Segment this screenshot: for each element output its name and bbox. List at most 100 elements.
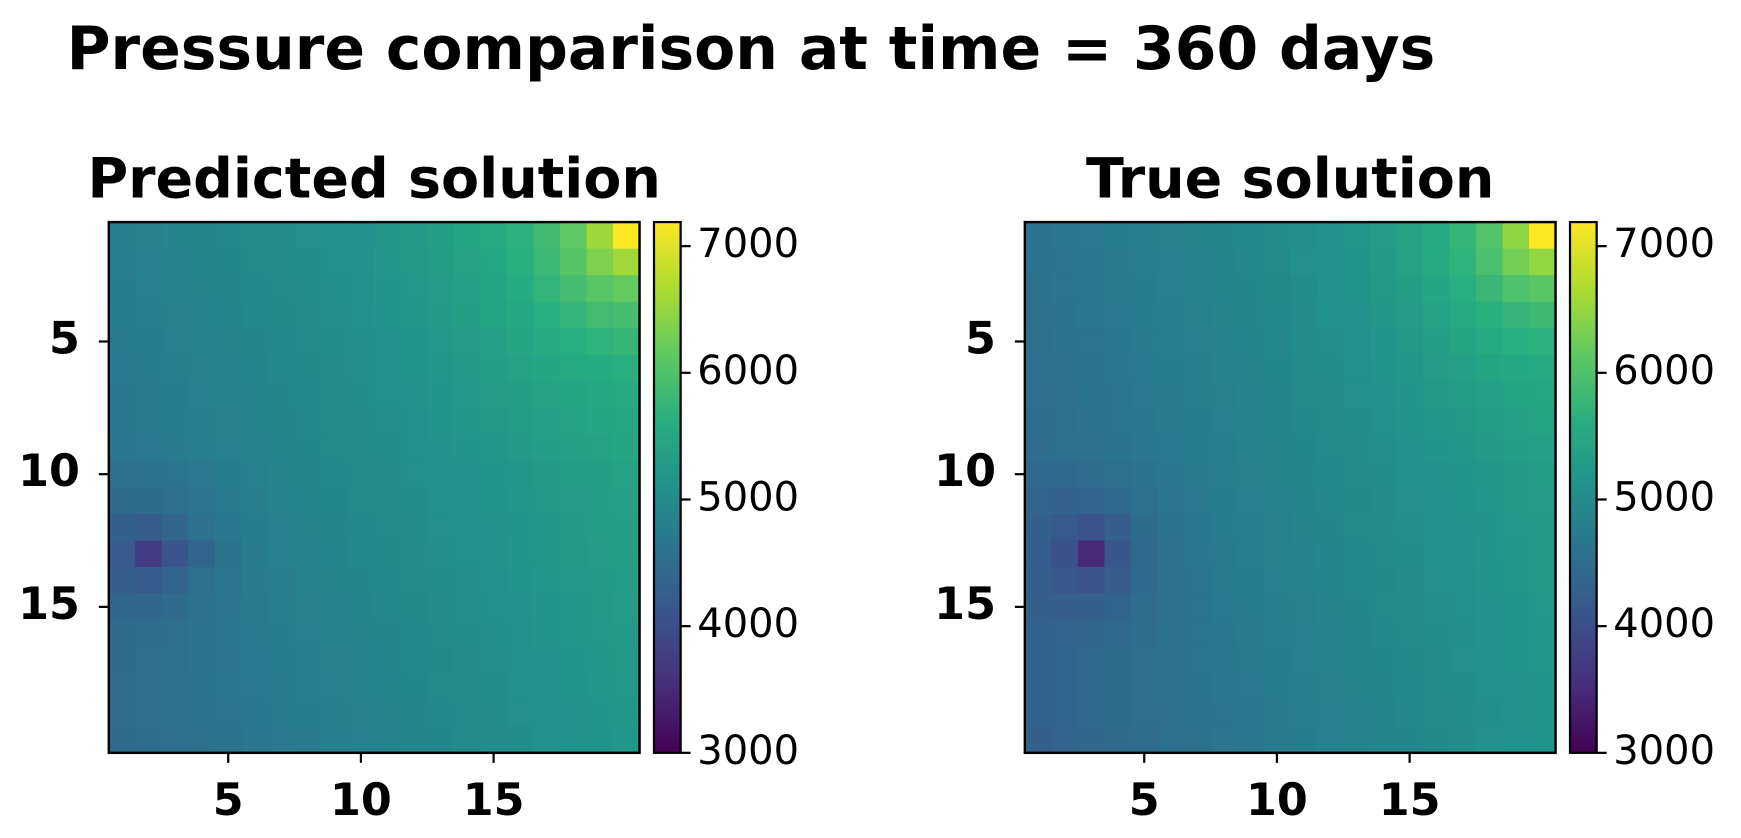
heatmap-cell [1104, 540, 1132, 568]
heatmap-cell [241, 726, 269, 754]
heatmap-cell [1024, 593, 1053, 621]
heatmap-cell [1130, 673, 1159, 701]
heatmap-cell [613, 513, 641, 542]
heatmap-cell [613, 301, 641, 329]
heatmap-cell [453, 328, 481, 356]
heatmap-cell [294, 593, 322, 621]
heatmap-cell [1051, 301, 1079, 329]
heatmap-cell [1449, 328, 1477, 356]
heatmap-cell [1396, 487, 1424, 515]
heatmap-cell [506, 407, 535, 436]
heatmap-cell [108, 593, 137, 621]
heatmap-cell [1502, 222, 1530, 250]
heatmap-cell [559, 275, 588, 303]
heatmap-cell [188, 620, 216, 648]
heatmap-cell [1130, 487, 1159, 515]
heatmap-cell [1343, 407, 1371, 436]
heatmap-cell [347, 275, 375, 303]
heatmap-cell [108, 301, 137, 329]
heatmap-cell [188, 381, 216, 409]
heatmap-cell [427, 407, 455, 436]
heatmap-cell [321, 699, 349, 727]
heatmap-cell [161, 354, 190, 382]
heatmap-cell [214, 673, 243, 701]
heatmap-cell [1184, 699, 1212, 727]
heatmap-cell [188, 222, 216, 250]
heatmap-cell [1529, 434, 1557, 462]
heatmap-cell [1210, 726, 1238, 754]
heatmap-cell [1502, 699, 1530, 727]
heatmap-cell [294, 646, 322, 674]
heatmap-cell [533, 726, 561, 754]
heatmap-cell [321, 567, 349, 595]
heatmap-cell [108, 407, 137, 436]
heatmap-cell [400, 513, 428, 542]
colorbar-tick-label: 4000 [1613, 601, 1715, 647]
heatmap-cell [1051, 434, 1079, 462]
heatmap-cell [1316, 646, 1344, 674]
heatmap-cell [400, 487, 428, 515]
heatmap-cell [135, 513, 163, 542]
heatmap-cell [321, 275, 349, 303]
subplot-title: Predicted solution [87, 147, 660, 212]
heatmap-cell [1422, 673, 1451, 701]
heatmap-cell [613, 487, 641, 515]
heatmap-cell [161, 407, 190, 436]
heatmap-cell [559, 328, 588, 356]
heatmap-cell [268, 328, 296, 356]
heatmap-cell [1263, 699, 1291, 727]
heatmap-cell [427, 567, 455, 595]
heatmap-cell [347, 487, 375, 515]
heatmap-cell [1290, 407, 1318, 436]
heatmap-cell [1502, 540, 1530, 568]
heatmap-cell [1369, 434, 1398, 462]
colorbar-tick-label: 3000 [697, 728, 799, 774]
heatmap-cell [613, 354, 641, 382]
heatmap-cell [161, 222, 190, 250]
x-tick-label: 15 [463, 775, 525, 826]
heatmap-cell [1369, 328, 1398, 356]
heatmap-cell [374, 620, 402, 648]
heatmap-cell [1077, 222, 1106, 250]
heatmap-cell [533, 593, 561, 621]
heatmap-cell [559, 699, 588, 727]
heatmap-cell [1157, 301, 1185, 329]
heatmap-cell [268, 301, 296, 329]
colorbar-tick-label: 6000 [697, 348, 799, 394]
heatmap-cell [1184, 540, 1212, 568]
heatmap-cell [374, 407, 402, 436]
heatmap-cell [1263, 434, 1291, 462]
heatmap-cell [533, 540, 561, 568]
heatmap-cell [1316, 328, 1344, 356]
heatmap-cell [321, 646, 349, 674]
heatmap-cell [586, 328, 614, 356]
heatmap-cell [241, 620, 269, 648]
heatmap-cell [453, 487, 481, 515]
heatmap-cell [374, 646, 402, 674]
heatmap-cell [135, 620, 163, 648]
heatmap-cell [1157, 513, 1185, 542]
heatmap-cell [135, 275, 163, 303]
heatmap-cell [1237, 222, 1265, 250]
heatmap-cell [1369, 222, 1398, 250]
heatmap-cell [1077, 354, 1106, 382]
heatmap-cell [1475, 222, 1504, 250]
heatmap-cell [506, 699, 535, 727]
heatmap-cell [1502, 407, 1530, 436]
heatmap-cell [533, 620, 561, 648]
heatmap-cell [427, 593, 455, 621]
heatmap-cell [1529, 222, 1557, 250]
heatmap-cell [586, 540, 614, 568]
heatmap-cell [1263, 354, 1291, 382]
heatmap-cell [1184, 593, 1212, 621]
heatmap-cell [321, 593, 349, 621]
heatmap-cell [1475, 460, 1504, 489]
heatmap-cell [188, 646, 216, 674]
heatmap-cell [268, 487, 296, 515]
heatmap-cell [1237, 434, 1265, 462]
heatmap-cell [1290, 301, 1318, 329]
heatmap-cell [559, 301, 588, 329]
heatmap-cell [1130, 248, 1159, 276]
heatmap-cell [1157, 540, 1185, 568]
heatmap-cell [1290, 673, 1318, 701]
